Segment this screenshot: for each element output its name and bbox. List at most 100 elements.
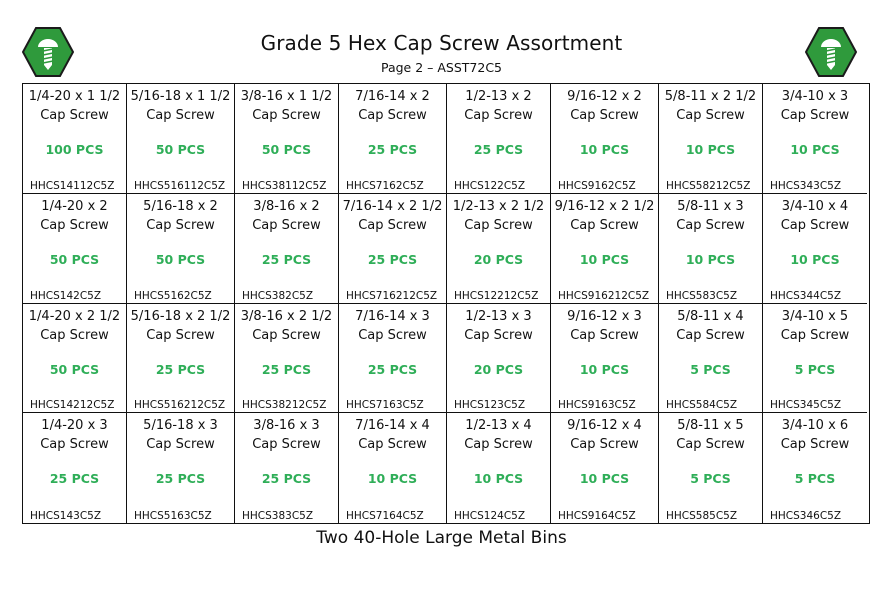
quantity: 25 PCS bbox=[367, 142, 418, 157]
quantity: 50 PCS bbox=[261, 142, 312, 157]
quantity: 10 PCS bbox=[579, 251, 630, 267]
bin-cell: 5/16-18 x 1 1/2 Cap Screw 50 PCS HHCS516112… bbox=[127, 84, 235, 194]
screw-type: Cap Screw bbox=[676, 217, 745, 233]
screw-size: 3/4-10 x 3 bbox=[781, 89, 849, 104]
quantity: 100 PCS bbox=[45, 142, 104, 157]
screw-size: 5/16-18 x 3 bbox=[143, 418, 218, 434]
bin-cell: 5/8-11 x 2 1/2 Cap Screw 10 PCS HHCS58212C5… bbox=[659, 84, 763, 194]
page-title: Grade 5 Hex Cap Screw Assortment bbox=[260, 31, 623, 55]
part-number: HHCS343C5Z bbox=[770, 179, 842, 192]
screw-size: 5/8-11 x 5 bbox=[677, 418, 744, 434]
screw-size: 9/16-12 x 2 1/2 bbox=[554, 198, 655, 214]
screw-size: 7/16-14 x 2 1/2 bbox=[342, 198, 443, 214]
screw-size: 3/4-10 x 5 bbox=[781, 308, 849, 324]
screw-type: Cap Screw bbox=[146, 327, 215, 343]
screw-type: Cap Screw bbox=[40, 327, 109, 343]
screw-size: 3/4-10 x 4 bbox=[781, 198, 849, 214]
quantity: 10 PCS bbox=[473, 471, 524, 487]
part-number: HHCS143C5Z bbox=[30, 510, 102, 522]
part-number: HHCS38112C5Z bbox=[242, 179, 327, 192]
part-number: HHCS585C5Z bbox=[666, 510, 738, 522]
screw-size: 5/8-11 x 3 bbox=[677, 198, 744, 214]
part-number: HHCS382C5Z bbox=[242, 289, 314, 302]
part-number: HHCS9162C5Z bbox=[558, 179, 636, 192]
quantity: 10 PCS bbox=[579, 142, 630, 157]
bin-cell: 1/2-13 x 3 Cap Screw 20 PCS HHCS123C5Z bbox=[447, 303, 551, 414]
screw-type: Cap Screw bbox=[358, 217, 427, 233]
part-number: HHCS344C5Z bbox=[770, 289, 842, 302]
bin-cell: 1/2-13 x 2 1/2 Cap Screw 20 PCS HHCS12212C5… bbox=[447, 193, 551, 304]
quantity: 10 PCS bbox=[367, 471, 418, 487]
screw-type: Cap Screw bbox=[358, 108, 427, 123]
bin-cell: 7/16-14 x 3 Cap Screw 25 PCS HHCS7163C5Z bbox=[339, 303, 447, 414]
screw-size: 1/2-13 x 4 bbox=[465, 418, 532, 434]
bin-cell: 1/4-20 x 1 1/2 Cap Screw 100 PCS HHCS14112C… bbox=[23, 84, 127, 194]
screw-type: Cap Screw bbox=[464, 217, 533, 233]
screw-type: Cap Screw bbox=[570, 327, 639, 343]
quantity: 25 PCS bbox=[155, 471, 206, 487]
bin-cell: 5/16-18 x 3 Cap Screw 25 PCS HHCS5163C5Z bbox=[127, 413, 235, 523]
screw-size: 9/16-12 x 3 bbox=[567, 308, 642, 324]
screw-type: Cap Screw bbox=[146, 108, 215, 123]
screw-type: Cap Screw bbox=[676, 437, 745, 453]
quantity: 10 PCS bbox=[579, 471, 630, 487]
part-number: HHCS716212C5Z bbox=[346, 289, 438, 302]
screw-size: 3/8-16 x 3 bbox=[253, 418, 320, 434]
screw-size: 1/2-13 x 3 bbox=[465, 308, 532, 324]
screw-type: Cap Screw bbox=[40, 108, 109, 123]
part-number: HHCS58212C5Z bbox=[666, 179, 751, 192]
screw-type: Cap Screw bbox=[570, 217, 639, 233]
quantity: 25 PCS bbox=[49, 471, 100, 487]
quantity: 25 PCS bbox=[473, 142, 524, 157]
screw-size: 1/2-13 x 2 1/2 bbox=[452, 198, 545, 214]
screw-size: 5/16-18 x 2 1/2 bbox=[130, 308, 231, 324]
quantity: 10 PCS bbox=[790, 142, 840, 157]
part-number: HHCS516112C5Z bbox=[134, 179, 226, 192]
bin-cell: 3/4-10 x 4 Cap Screw 10 PCS HHCS344C5Z bbox=[763, 194, 867, 304]
assortment-grid: 1/4-20 x 1 1/2 Cap Screw 100 PCS HHCS14112C… bbox=[22, 83, 870, 524]
part-number: HHCS7164C5Z bbox=[346, 510, 424, 522]
part-number: HHCS38212C5Z bbox=[242, 399, 327, 412]
quantity: 25 PCS bbox=[367, 251, 418, 267]
quantity: 20 PCS bbox=[473, 251, 524, 267]
bin-cell: 3/8-16 x 2 Cap Screw 25 PCS HHCS382C5Z bbox=[235, 193, 339, 304]
screw-logo-icon bbox=[22, 27, 74, 77]
bin-cell: 3/8-16 x 2 1/2 Cap Screw 25 PCS HHCS38212C5… bbox=[235, 303, 339, 414]
screw-size: 3/8-16 x 1 1/2 bbox=[240, 89, 333, 104]
part-number: HHCS345C5Z bbox=[770, 399, 842, 412]
screw-type: Cap Screw bbox=[780, 437, 850, 453]
screw-type: Cap Screw bbox=[676, 327, 745, 343]
quantity: 10 PCS bbox=[790, 251, 840, 267]
bin-cell: 9/16-12 x 4 Cap Screw 10 PCS HHCS9164C5Z bbox=[551, 413, 659, 523]
bin-cell: 7/16-14 x 4 Cap Screw 10 PCS HHCS7164C5Z bbox=[339, 413, 447, 523]
bin-cell: 5/8-11 x 5 Cap Screw 5 PCS HHCS585C5Z bbox=[659, 413, 763, 523]
quantity: 5 PCS bbox=[690, 361, 731, 377]
screw-type: Cap Screw bbox=[252, 327, 321, 343]
screw-size: 5/8-11 x 4 bbox=[677, 308, 744, 324]
screw-type: Cap Screw bbox=[252, 108, 321, 123]
part-number: HHCS122C5Z bbox=[454, 179, 526, 192]
screw-type: Cap Screw bbox=[146, 437, 215, 453]
screw-size: 1/4-20 x 1 1/2 bbox=[28, 89, 121, 104]
quantity: 10 PCS bbox=[685, 142, 736, 157]
screw-type: Cap Screw bbox=[464, 437, 533, 453]
bin-cell: 1/2-13 x 2 Cap Screw 25 PCS HHCS122C5Z bbox=[447, 84, 551, 194]
bin-cell: 3/8-16 x 3 Cap Screw 25 PCS HHCS383C5Z bbox=[235, 413, 339, 523]
screw-type: Cap Screw bbox=[464, 108, 533, 123]
part-number: HHCS9164C5Z bbox=[558, 510, 636, 522]
quantity: 50 PCS bbox=[155, 142, 206, 157]
screw-logo-icon bbox=[805, 27, 857, 77]
part-number: HHCS383C5Z bbox=[242, 510, 314, 522]
page-subtitle: Page 2 – ASST72C5 bbox=[380, 60, 503, 75]
screw-size: 1/2-13 x 2 bbox=[465, 89, 532, 104]
screw-type: Cap Screw bbox=[780, 327, 850, 343]
bin-cell: 1/4-20 x 3 Cap Screw 25 PCS HHCS143C5Z bbox=[23, 413, 127, 523]
quantity: 5 PCS bbox=[690, 471, 731, 487]
screw-type: Cap Screw bbox=[358, 437, 427, 453]
quantity: 5 PCS bbox=[794, 471, 836, 487]
part-number: HHCS14212C5Z bbox=[30, 399, 115, 412]
bin-cell: 3/8-16 x 1 1/2 Cap Screw 50 PCS HHCS38112C5… bbox=[235, 84, 339, 194]
screw-size: 7/16-14 x 3 bbox=[355, 308, 430, 324]
part-number: HHCS584C5Z bbox=[666, 399, 738, 412]
screw-size: 5/16-18 x 2 bbox=[143, 198, 218, 214]
